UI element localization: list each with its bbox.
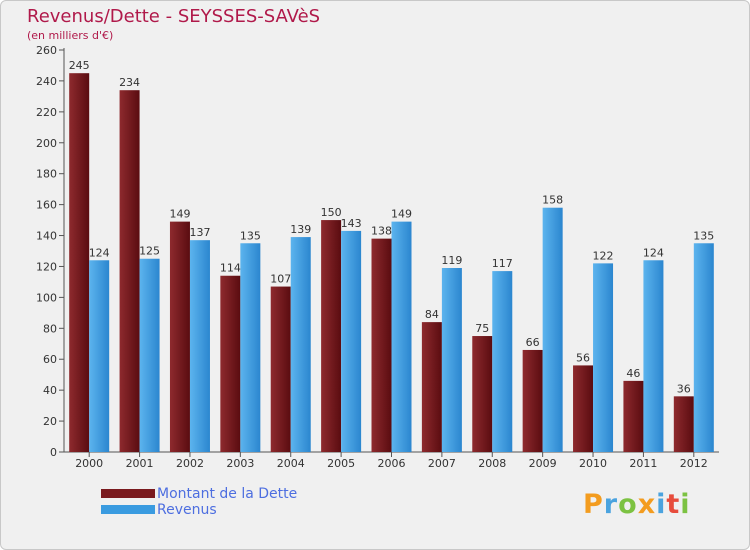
legend-label-revenus: Revenus	[157, 502, 217, 518]
bar-revenus-2007	[441, 268, 462, 452]
bar-debt-2002	[169, 221, 190, 452]
x-tick-label-2000: 2000	[75, 457, 103, 470]
bar-revenus-2002	[189, 240, 210, 452]
bar-revenus-2009	[542, 207, 563, 452]
x-tick-label-2006: 2006	[378, 457, 406, 470]
bar-debt-2011	[623, 380, 644, 452]
bar-revenus-2012	[693, 243, 714, 452]
x-tick-label-2011: 2011	[629, 457, 657, 470]
value-label-debt-2002: 149	[169, 208, 190, 221]
value-label-debt-2003: 114	[220, 262, 241, 275]
value-label-revenus-2008: 117	[492, 257, 513, 270]
value-label-debt-2005: 150	[321, 206, 342, 219]
bar-revenus-2006	[391, 221, 412, 452]
value-label-debt-2009: 66	[526, 336, 540, 349]
bar-debt-2004	[270, 286, 291, 452]
bar-revenus-2005	[341, 230, 362, 452]
value-label-debt-2000: 245	[69, 59, 90, 72]
x-tick-label-2002: 2002	[176, 457, 204, 470]
x-tick-label-2007: 2007	[428, 457, 456, 470]
bar-revenus-2001	[139, 258, 160, 452]
bar-debt-2008	[472, 336, 493, 452]
bar-debt-2000	[69, 73, 90, 452]
bar-debt-2001	[119, 90, 140, 452]
y-tick-label: 100	[36, 291, 57, 304]
x-tick-label-2008: 2008	[478, 457, 506, 470]
bar-debt-2007	[421, 322, 442, 452]
value-label-revenus-2007: 119	[441, 254, 462, 267]
x-tick-label-2005: 2005	[327, 457, 355, 470]
x-tick-label-2009: 2009	[529, 457, 557, 470]
value-label-revenus-2002: 137	[189, 226, 210, 239]
y-tick-label: 140	[36, 230, 57, 243]
y-tick-label: 80	[43, 322, 57, 335]
bar-debt-2012	[673, 396, 694, 452]
y-tick-label: 260	[36, 44, 57, 57]
legend-swatch-revenus	[101, 505, 155, 514]
bar-revenus-2010	[593, 263, 614, 452]
x-tick-label-2001: 2001	[126, 457, 154, 470]
value-label-revenus-2004: 139	[290, 223, 311, 236]
bar-revenus-2011	[643, 260, 664, 452]
value-label-revenus-2001: 125	[139, 245, 160, 258]
value-label-debt-2007: 84	[425, 308, 439, 321]
bar-revenus-2003	[240, 243, 261, 452]
bar-debt-2003	[220, 275, 241, 452]
value-label-revenus-2000: 124	[89, 246, 110, 259]
chart-title: Revenus/Dette - SEYSSES-SAVèS	[27, 6, 321, 27]
bar-debt-2010	[573, 365, 594, 452]
value-label-revenus-2012: 135	[693, 229, 714, 242]
legend-swatch-debt	[101, 489, 155, 498]
y-tick-label: 60	[43, 353, 57, 366]
x-tick-label-2010: 2010	[579, 457, 607, 470]
y-tick-label: 0	[50, 446, 57, 459]
y-tick-label: 160	[36, 199, 57, 212]
x-tick-label-2004: 2004	[277, 457, 305, 470]
value-label-debt-2001: 234	[119, 76, 140, 89]
bar-revenus-2004	[290, 237, 311, 452]
x-tick-label-2003: 2003	[226, 457, 254, 470]
y-tick-label: 200	[36, 137, 57, 150]
value-label-revenus-2010: 122	[593, 249, 614, 262]
y-tick-label: 240	[36, 75, 57, 88]
value-label-debt-2004: 107	[270, 273, 291, 286]
y-tick-label: 20	[43, 415, 57, 428]
value-label-debt-2011: 46	[626, 367, 640, 380]
bar-debt-2005	[321, 220, 342, 452]
proxiti-logo: Proxiti	[583, 489, 691, 520]
value-label-debt-2012: 36	[677, 382, 691, 395]
bar-revenus-2000	[89, 260, 110, 452]
value-label-revenus-2011: 124	[643, 246, 664, 259]
value-label-revenus-2006: 149	[391, 208, 412, 221]
legend-label-debt: Montant de la Dette	[157, 486, 298, 502]
bar-revenus-2008	[492, 271, 513, 452]
chart-subtitle: (en milliers d'€)	[27, 29, 114, 42]
value-label-revenus-2003: 135	[240, 229, 261, 242]
x-tick-label-2012: 2012	[680, 457, 708, 470]
value-label-revenus-2005: 143	[341, 217, 362, 230]
bar-debt-2009	[522, 349, 543, 452]
y-tick-label: 220	[36, 106, 57, 119]
y-tick-label: 180	[36, 168, 57, 181]
value-label-debt-2006: 138	[371, 225, 392, 238]
value-label-debt-2008: 75	[475, 322, 489, 335]
y-tick-label: 120	[36, 260, 57, 273]
value-label-revenus-2009: 158	[542, 194, 563, 207]
y-tick-label: 40	[43, 384, 57, 397]
value-label-debt-2010: 56	[576, 351, 590, 364]
bar-debt-2006	[371, 238, 392, 452]
